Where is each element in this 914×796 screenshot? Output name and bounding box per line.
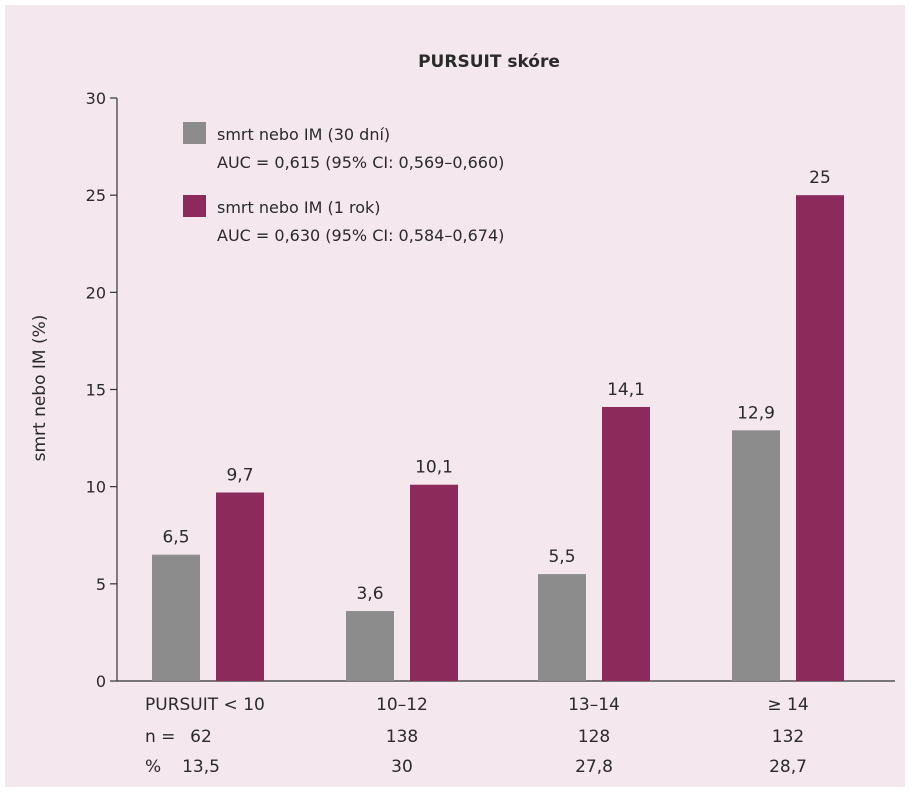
y-tick-label: 5	[96, 575, 106, 594]
y-tick-label: 0	[96, 672, 106, 691]
row-value-label: 128	[578, 727, 610, 747]
bar	[602, 406, 650, 681]
chart-figure: PURSUIT skóre smrt nebo IM (%) 0 5 10 15 20 2…	[5, 5, 905, 787]
bar-value-label: 3,6	[356, 584, 383, 604]
bar-value-label: 6,5	[162, 528, 189, 548]
y-tick-label: 15	[86, 381, 106, 400]
y-tick-label: 25	[86, 186, 106, 205]
bar	[796, 195, 844, 681]
row-value-label: 27,8	[575, 757, 613, 777]
chart-title: PURSUIT skóre	[418, 52, 560, 72]
bar-value-label: 12,9	[737, 403, 775, 423]
x-category-label: 10–12	[376, 695, 428, 715]
legend-auc: AUC = 0,615 (95% CI: 0,569–0,660)	[217, 153, 504, 172]
row-value-label: 62	[190, 727, 212, 747]
legend-auc: AUC = 0,630 (95% CI: 0,584–0,674)	[217, 226, 504, 245]
bar-value-label: 25	[809, 168, 831, 188]
bar	[216, 492, 264, 681]
y-tick-label: 10	[86, 478, 106, 497]
y-tick-label: 30	[86, 89, 106, 108]
bar-value-label: 9,7	[226, 465, 253, 485]
row-prefix-label: n =	[145, 727, 175, 747]
bar	[346, 611, 394, 681]
legend: smrt nebo IM (30 dní) AUC = 0,615 (95% CI…	[183, 122, 504, 245]
bar	[152, 554, 200, 681]
y-axis-label: smrt nebo IM (%)	[30, 315, 50, 462]
legend-swatch	[183, 122, 206, 144]
bar	[410, 484, 458, 681]
legend-series-name: smrt nebo IM (1 rok)	[217, 198, 381, 217]
row-value-label: 30	[391, 757, 413, 777]
bar-value-label: 14,1	[607, 380, 645, 400]
x-category-label: PURSUIT < 10	[145, 695, 265, 715]
legend-series-name: smrt nebo IM (30 dní)	[217, 125, 390, 144]
x-axis-categories: PURSUIT < 10 10–12 13–14 ≥ 14 n = 62 138 128 132…	[145, 695, 809, 777]
bars: 6,5 3,6 5,5 12,9 9,7 10,1 14,1 25	[152, 168, 844, 681]
bar-chart: PURSUIT skóre smrt nebo IM (%) 0 5 10 15 20 2…	[30, 52, 895, 777]
legend-swatch	[183, 195, 206, 217]
row-value-label: 132	[772, 727, 804, 747]
bar	[732, 430, 780, 681]
bar-value-label: 5,5	[548, 547, 575, 567]
row-value-label: 28,7	[769, 757, 807, 777]
bar	[538, 574, 586, 681]
bar-value-label: 10,1	[415, 458, 453, 478]
row-value-label: 138	[386, 727, 418, 747]
row-value-label: 13,5	[182, 757, 220, 777]
y-tick-label: 20	[86, 283, 106, 302]
row-prefix-label: %	[145, 757, 161, 777]
x-category-label: 13–14	[568, 695, 620, 715]
x-category-label: ≥ 14	[767, 695, 808, 715]
